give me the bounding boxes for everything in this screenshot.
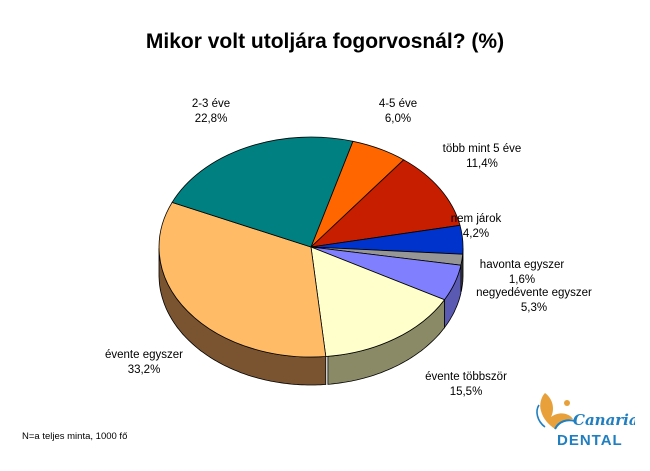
- pie-slice-6: [158, 201, 327, 358]
- slice-label-2: nem járok: [451, 213, 502, 225]
- slice-value-2: 4,2%: [463, 228, 489, 240]
- sample-footnote: N=a teljes minta, 1000 fő: [22, 431, 128, 442]
- slice-label-0: 4-5 éve: [379, 98, 417, 110]
- logo-brand-text: Canaria: [573, 411, 635, 429]
- chart-title: Mikor volt utoljára fogorvosnál? (%): [145, 30, 505, 53]
- slice-label-3: havonta egyszer: [480, 259, 565, 271]
- pie-slice-1: [309, 159, 461, 248]
- slice-label-7: 2-3 éve: [192, 98, 230, 110]
- slice-value-4: 5,3%: [521, 302, 547, 314]
- slice-value-7: 22,8%: [195, 113, 228, 125]
- pie-labels: 4-5 éve 6,0% több mint 5 éve 11,4% nem járok…: [105, 98, 592, 398]
- logo-sub-text: DENTAL: [557, 432, 623, 449]
- pie-slice-5: [310, 246, 446, 357]
- slice-label-6: évente egyszer: [105, 349, 183, 361]
- slice-value-1: 11,4%: [466, 158, 498, 170]
- canaria-dental-logo: Canaria DENTAL: [536, 393, 635, 449]
- slice-label-1: több mint 5 éve: [443, 143, 522, 155]
- slice-value-6: 33,2%: [128, 364, 161, 376]
- pie-slices: [158, 136, 464, 358]
- bird-icon: [536, 393, 576, 430]
- pie-sides: [158, 248, 464, 386]
- slice-value-5: 15,5%: [450, 386, 483, 398]
- slice-label-4: negyedévente egyszer: [476, 287, 592, 299]
- pie-slice-7: [171, 136, 354, 248]
- slice-value-3: 1,6%: [509, 274, 535, 286]
- slice-label-5: évente többször: [425, 371, 507, 383]
- slice-value-0: 6,0%: [385, 113, 411, 125]
